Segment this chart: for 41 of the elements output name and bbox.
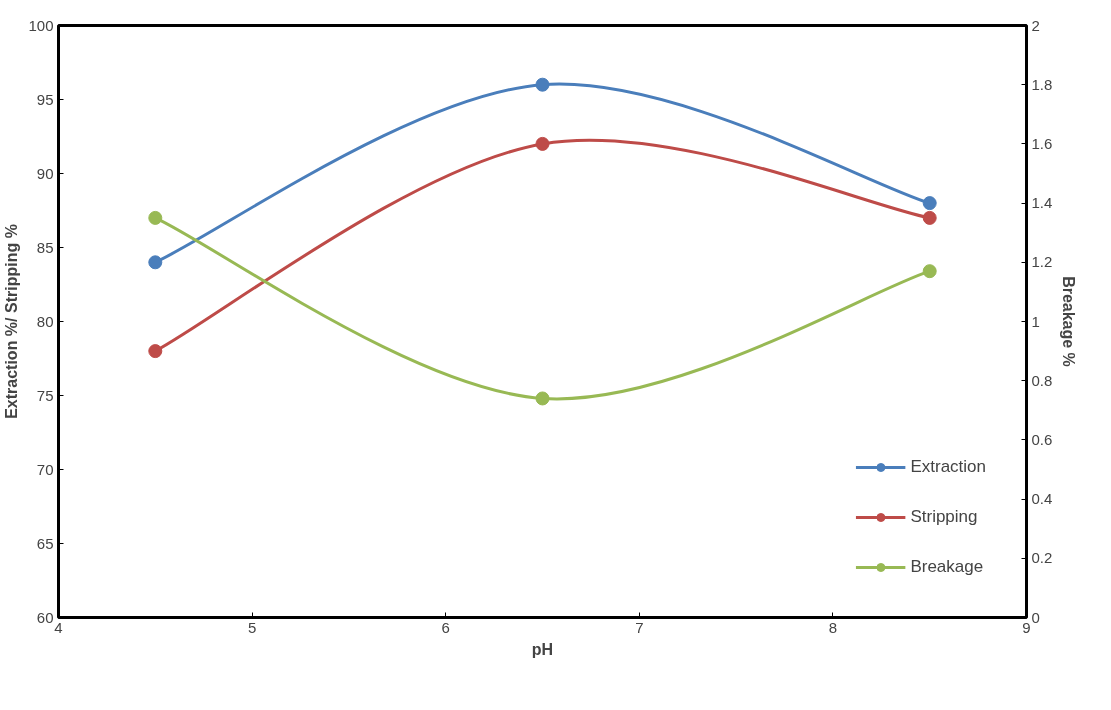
point <box>148 344 163 359</box>
x-tick-label: 4 <box>54 618 63 636</box>
point <box>535 77 550 92</box>
x-axis-title: pH <box>531 640 554 658</box>
y-tick-label: 60 <box>36 608 54 626</box>
y2-tick-label: 2 <box>1031 16 1040 34</box>
point <box>535 136 550 151</box>
point <box>922 210 937 225</box>
x-tick-label: 7 <box>635 618 644 636</box>
legend-label: Extraction <box>910 457 986 477</box>
y2-tick-label: 1.6 <box>1031 134 1053 152</box>
point <box>922 196 937 211</box>
y-axis-title: Extraction %/ Stripping % <box>3 224 21 419</box>
y-tick-label: 80 <box>36 312 54 330</box>
y2-tick-label: 0.4 <box>1031 490 1053 508</box>
y2-tick-label: 0.6 <box>1031 430 1053 448</box>
x-tick-label: 5 <box>247 618 257 636</box>
y2-tick-label: 1.4 <box>1031 194 1053 212</box>
y-tick-label: 100 <box>28 16 54 34</box>
legend-label: Stripping <box>910 507 978 527</box>
point <box>148 255 163 270</box>
y2-tick-label: 0.2 <box>1031 549 1053 567</box>
x-tick-label: 6 <box>441 618 450 636</box>
point <box>922 264 937 279</box>
point <box>535 391 550 406</box>
y2-tick-label: 1.8 <box>1031 75 1053 93</box>
y-tick-label: 75 <box>36 386 54 404</box>
x-tick-label: 9 <box>1022 618 1031 636</box>
y-tick-label: 85 <box>36 238 54 256</box>
x-tick-label: 8 <box>828 618 838 636</box>
y2-tick-label: 0.8 <box>1031 371 1053 389</box>
point <box>148 210 163 225</box>
legend-label: Breakage <box>910 557 984 577</box>
y-tick-label: 90 <box>36 164 54 182</box>
y-tick-label: 70 <box>36 460 54 478</box>
y2-tick-label: 0 <box>1031 608 1040 626</box>
y2-tick-label: 1.2 <box>1031 253 1053 271</box>
y2-tick-label: 1 <box>1031 312 1040 330</box>
y-tick-label: 65 <box>36 534 54 552</box>
y-tick-label: 95 <box>36 90 54 108</box>
y2-axis-title: Breakage % <box>1060 276 1078 367</box>
